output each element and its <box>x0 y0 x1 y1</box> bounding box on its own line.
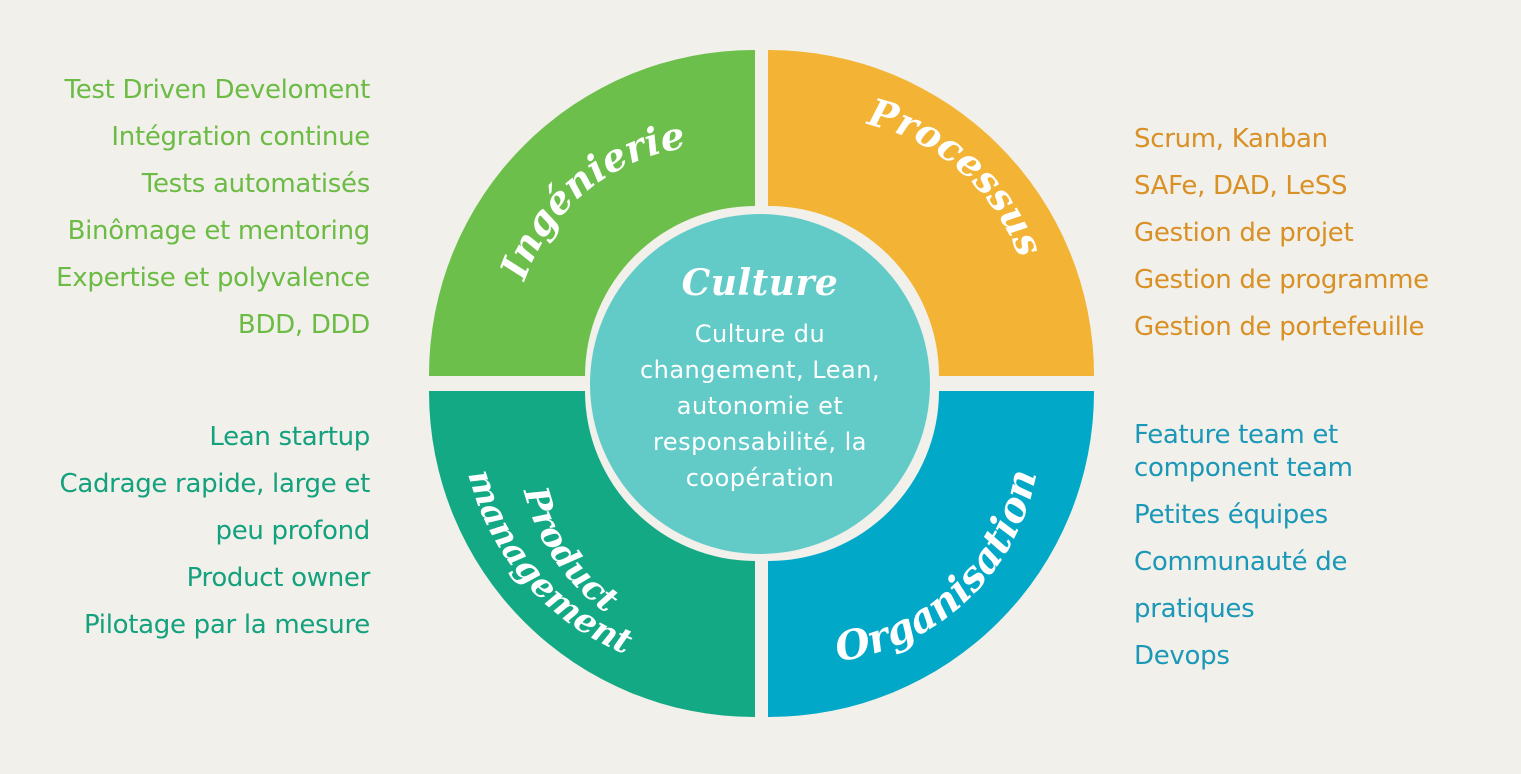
culture-description-line: autonomie et <box>676 392 844 420</box>
list-item: Communauté de <box>1134 547 1348 577</box>
list-item: peu profond <box>215 516 370 546</box>
culture-description-line: coopération <box>685 464 835 492</box>
list-item: Gestion de portefeuille <box>1134 312 1425 342</box>
list-item: Test Driven Develoment <box>64 75 371 105</box>
list-item: Scrum, Kanban <box>1134 124 1328 154</box>
list-item: Expertise et polyvalence <box>56 263 370 293</box>
ingenierie-practices-list: Test Driven Develoment Intégration conti… <box>56 72 370 354</box>
culture-center-text: Culture Culture du changement, Lean, aut… <box>610 258 910 496</box>
list-item: SAFe, DAD, LeSS <box>1134 171 1348 201</box>
list-item: Feature team et <box>1134 420 1338 450</box>
list-item: Pilotage par la mesure <box>83 610 370 640</box>
list-item: pratiques <box>1134 594 1255 624</box>
list-item: Cadrage rapide, large et <box>59 469 370 499</box>
organisation-practices-list: Feature team et component team Petites é… <box>1134 419 1353 673</box>
culture-description: Culture du changement, Lean, autonomie e… <box>610 316 910 496</box>
list-item: Intégration continue <box>111 122 370 152</box>
organisation-segment <box>768 391 1095 718</box>
list-item: Binômage et mentoring <box>67 216 371 246</box>
ingenierie-segment <box>428 49 755 376</box>
culture-description-line: changement, Lean, <box>639 356 881 384</box>
culture-description-line: responsabilité, la <box>653 428 867 456</box>
processus-practices-list: Scrum, Kanban SAFe, DAD, LeSS Gestion de… <box>1134 121 1429 356</box>
culture-title: Culture <box>681 262 839 304</box>
culture-description-line: Culture du <box>694 320 826 348</box>
product-management-segment <box>428 391 755 718</box>
list-item: Tests automatisés <box>141 169 371 199</box>
list-item: component team <box>1134 453 1353 483</box>
list-item: Product owner <box>186 563 371 593</box>
product-management-practices-list: Lean startup Cadrage rapide, large et pe… <box>59 419 370 654</box>
list-item: BDD, DDD <box>237 310 370 340</box>
list-item: Gestion de programme <box>1134 265 1429 295</box>
list-item: Petites équipes <box>1134 500 1328 530</box>
culture-center-circle <box>590 214 930 554</box>
list-item: Devops <box>1134 641 1230 671</box>
list-item: Lean startup <box>209 422 370 452</box>
processus-segment <box>768 49 1095 376</box>
list-item: Gestion de projet <box>1134 218 1354 248</box>
